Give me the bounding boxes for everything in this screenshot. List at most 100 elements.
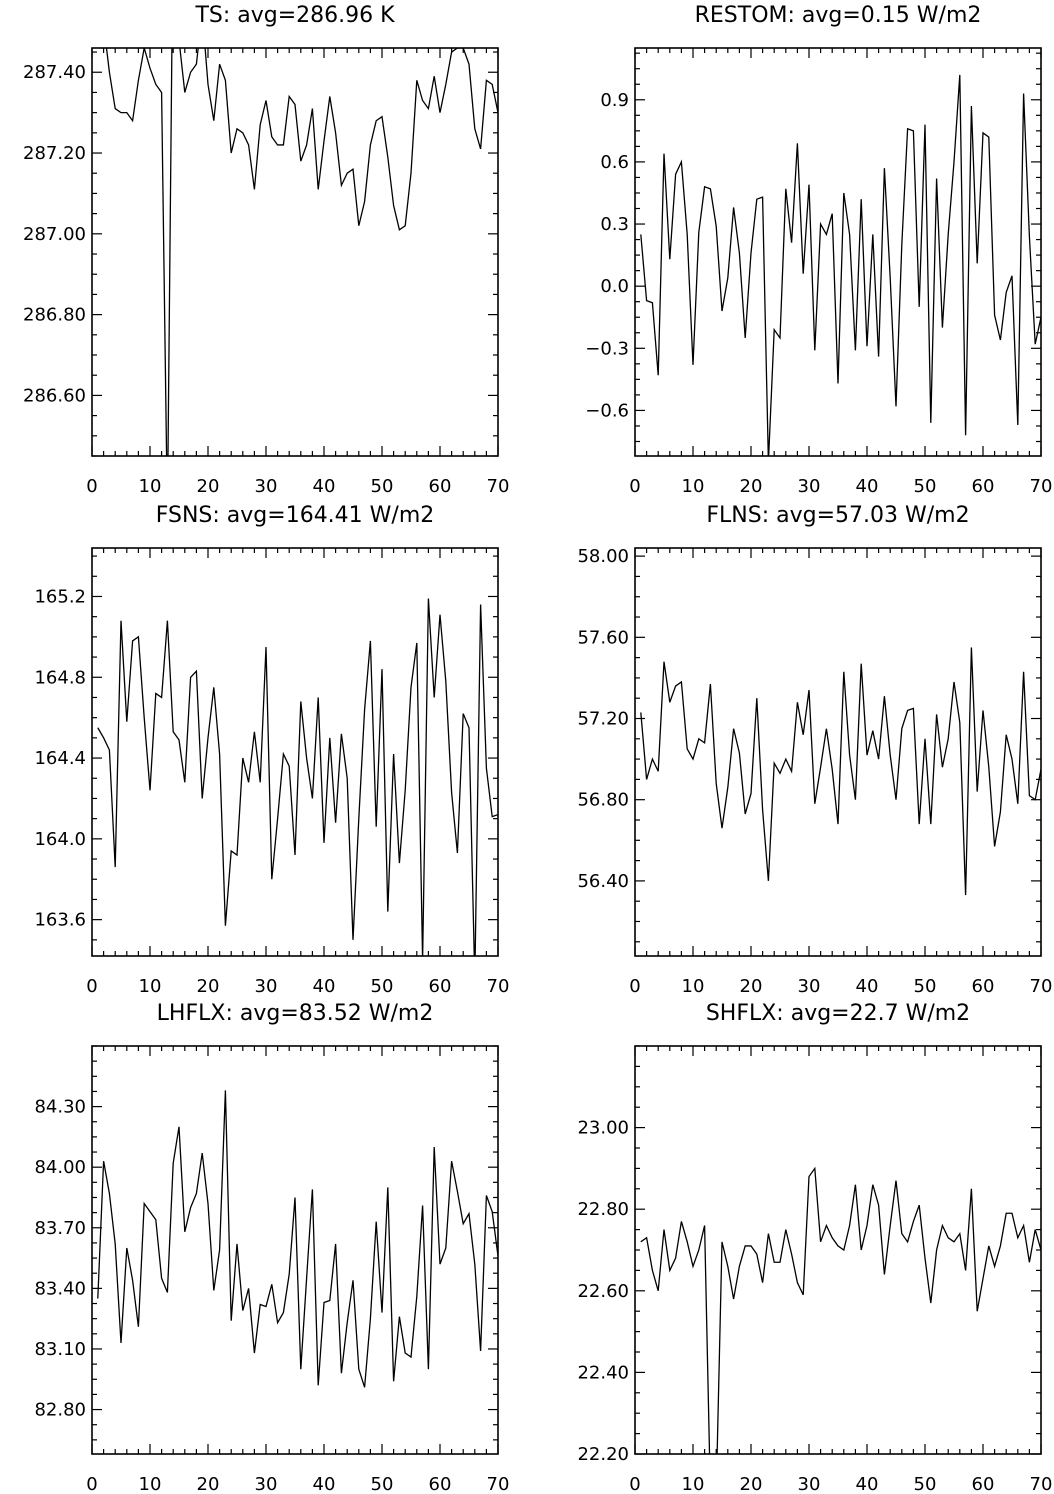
plot-frame [634, 1045, 1042, 1455]
chart-title: TS: avg=286.96 K [194, 3, 395, 28]
x-tick-label: 0 [629, 476, 640, 497]
y-tick-label: 83.10 [34, 1339, 86, 1360]
x-tick-label: 30 [255, 976, 278, 997]
y-tick-label: 23.00 [577, 1118, 629, 1139]
x-tick-label: 10 [682, 1474, 705, 1494]
x-tick-label: 0 [629, 976, 640, 997]
y-tick-label: 164.0 [34, 829, 86, 850]
chart-title: LHFLX: avg=83.52 W/m2 [157, 1001, 434, 1026]
x-tick-label: 50 [371, 1474, 394, 1494]
chart-panel-restom: RESTOM: avg=0.15 W/m2 0 10 20 30 40 50 60 70 −0.6… [585, 3, 1052, 497]
x-tick-label: 50 [914, 976, 937, 997]
y-tick-label: 84.00 [34, 1157, 86, 1178]
y-tick-label: 22.20 [577, 1444, 629, 1465]
y-tick-label: 0.6 [600, 152, 629, 173]
x-tick-label: 70 [487, 976, 510, 997]
x-tick-label: 40 [856, 976, 879, 997]
y-tick-label: 287.20 [23, 143, 86, 164]
x-tick-label: 40 [856, 1474, 879, 1494]
x-tick-label: 30 [798, 1474, 821, 1494]
x-tick-label: 60 [429, 476, 452, 497]
y-tick-label: −0.3 [585, 338, 629, 359]
x-tick-label: 10 [139, 976, 162, 997]
series-line [105, 48, 498, 456]
y-tick-label: 56.40 [577, 871, 629, 892]
y-tick-label: 287.40 [23, 62, 86, 83]
series-line [640, 647, 1041, 896]
y-tick-label: 83.70 [34, 1218, 86, 1239]
x-tick-label: 60 [972, 1474, 995, 1494]
y-tick-label: 83.40 [34, 1278, 86, 1299]
x-tick-label: 70 [487, 1474, 510, 1494]
y-tick-label: 56.80 [577, 790, 629, 811]
chart-panel-lhflx: LHFLX: avg=83.52 W/m2 0 10 20 30 40 50 60 70 82.8… [34, 1001, 509, 1494]
x-tick-label: 30 [255, 476, 278, 497]
chart-panel-flns: FLNS: avg=57.03 W/m2 0 10 20 30 40 50 60 70 56.40… [577, 503, 1052, 997]
x-tick-label: 60 [429, 1474, 452, 1494]
chart-panel-fsns: FSNS: avg=164.41 W/m2 0 10 20 30 40 50 60 70 163.… [34, 503, 509, 997]
series-line [97, 1090, 498, 1388]
x-tick-label: 50 [914, 476, 937, 497]
y-tick-label: 164.8 [34, 667, 86, 688]
y-tick-label: 286.80 [23, 305, 86, 326]
x-tick-label: 60 [429, 976, 452, 997]
x-tick-label: 20 [197, 476, 220, 497]
x-tick-label: 10 [682, 976, 705, 997]
x-tick-label: 20 [740, 476, 763, 497]
y-tick-label: 82.80 [34, 1400, 86, 1421]
y-tick-label: 57.20 [577, 709, 629, 730]
x-tick-label: 50 [371, 976, 394, 997]
x-tick-label: 60 [972, 476, 995, 497]
series-line [97, 598, 498, 956]
x-tick-label: 30 [255, 1474, 278, 1494]
y-tick-label: 163.6 [34, 910, 86, 931]
x-tick-label: 20 [740, 1474, 763, 1494]
y-tick-label: 0.0 [600, 276, 629, 297]
y-tick-label: 57.60 [577, 627, 629, 648]
series-line [640, 74, 1041, 456]
plot-frame [91, 547, 499, 957]
plot-frame [91, 1045, 499, 1455]
x-tick-label: 30 [798, 476, 821, 497]
y-tick-label: 0.9 [600, 90, 629, 111]
chart-panel-shflx: SHFLX: avg=22.7 W/m2 0 10 20 30 40 50 60 70 22.20… [577, 1001, 1052, 1494]
y-tick-label: 22.80 [577, 1199, 629, 1220]
y-tick-label: 165.2 [34, 586, 86, 607]
y-tick-label: 287.00 [23, 224, 86, 245]
x-tick-label: 20 [197, 976, 220, 997]
plot-frame [634, 47, 1042, 457]
x-tick-label: 40 [856, 476, 879, 497]
x-tick-label: 30 [798, 976, 821, 997]
x-tick-label: 10 [139, 1474, 162, 1494]
plot-frame [634, 547, 1042, 957]
x-tick-label: 70 [1030, 476, 1053, 497]
x-tick-label: 40 [313, 476, 336, 497]
x-tick-label: 70 [1030, 1474, 1053, 1494]
y-tick-label: 0.3 [600, 214, 629, 235]
series-line [640, 1166, 1041, 1454]
x-tick-label: 20 [197, 1474, 220, 1494]
y-tick-label: 22.40 [577, 1362, 629, 1383]
plot-frame [91, 47, 499, 457]
x-tick-label: 10 [139, 476, 162, 497]
x-tick-label: 60 [972, 976, 995, 997]
y-tick-label: 286.60 [23, 385, 86, 406]
x-tick-label: 40 [313, 976, 336, 997]
y-tick-label: 84.30 [34, 1097, 86, 1118]
x-tick-label: 0 [629, 1474, 640, 1494]
y-tick-label: 164.4 [34, 748, 86, 769]
chart-title: FLNS: avg=57.03 W/m2 [706, 503, 969, 528]
chart-title: FSNS: avg=164.41 W/m2 [156, 503, 435, 528]
x-tick-label: 70 [1030, 976, 1053, 997]
chart-title: RESTOM: avg=0.15 W/m2 [695, 3, 982, 28]
x-tick-label: 40 [313, 1474, 336, 1494]
y-tick-label: 22.60 [577, 1281, 629, 1302]
x-tick-label: 50 [371, 476, 394, 497]
y-tick-label: −0.6 [585, 400, 629, 421]
chart-title: SHFLX: avg=22.7 W/m2 [706, 1001, 970, 1026]
x-tick-label: 0 [86, 1474, 97, 1494]
x-tick-label: 10 [682, 476, 705, 497]
chart-panel-ts: TS: avg=286.96 K 0 10 20 30 40 50 60 70 286.60 286… [23, 3, 510, 497]
x-tick-label: 70 [487, 476, 510, 497]
